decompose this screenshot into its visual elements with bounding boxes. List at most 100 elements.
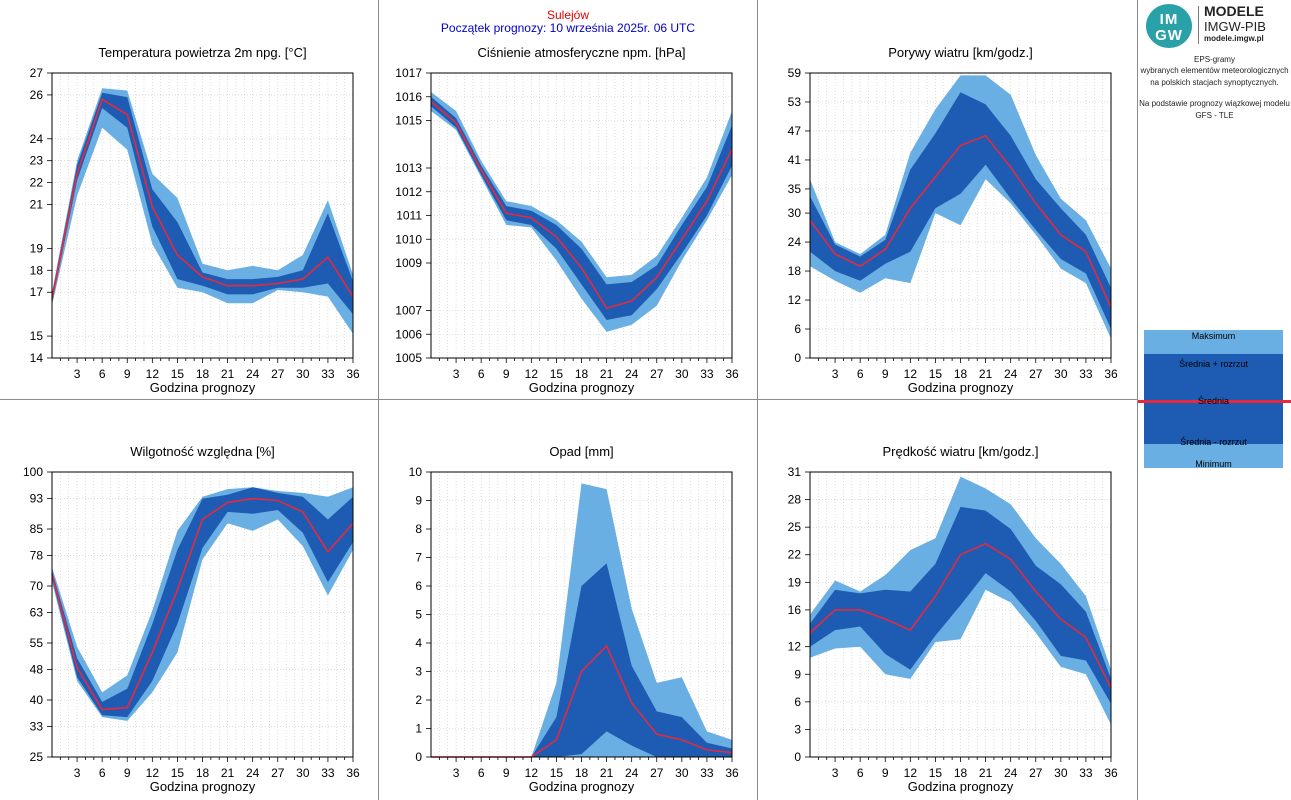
station-name: Sulejów: [546, 8, 590, 22]
y-tick-label: 9: [415, 494, 422, 508]
y-tick-label: 24: [30, 132, 44, 146]
x-tick-label: 33: [1079, 766, 1093, 780]
y-tick-label: 6: [415, 579, 422, 593]
y-tick-label: 41: [788, 153, 802, 167]
x-axis-title: Godzina prognozy: [150, 380, 256, 395]
y-tick-label: 33: [30, 720, 44, 734]
x-tick-label: 18: [954, 766, 968, 780]
x-axis-title: Godzina prognozy: [908, 779, 1014, 794]
y-tick-label: 1012: [395, 185, 422, 199]
x-tick-label: 30: [1054, 766, 1068, 780]
y-tick-label: 15: [30, 329, 44, 343]
y-tick-label: 1013: [395, 161, 422, 175]
x-tick-label: 30: [1054, 367, 1068, 381]
y-tick-label: 1010: [395, 232, 422, 246]
panel-divider: [0, 399, 1138, 400]
y-tick-label: 93: [30, 492, 44, 506]
y-tick-label: 12: [788, 640, 802, 654]
y-tick-label: 25: [30, 750, 44, 764]
y-tick-label: 19: [30, 241, 44, 255]
x-tick-label: 33: [700, 766, 714, 780]
y-tick-label: 25: [788, 520, 802, 534]
y-tick-label: 40: [30, 693, 44, 707]
panel-divider: [1137, 0, 1138, 800]
x-tick-label: 21: [221, 367, 235, 381]
y-tick-label: 28: [788, 493, 802, 507]
x-tick-label: 36: [1104, 367, 1118, 381]
y-tick-label: 3: [794, 722, 801, 736]
y-tick-label: 17: [30, 285, 44, 299]
x-tick-label: 21: [221, 766, 235, 780]
chart-title: Prędkość wiatru [km/godz.]: [882, 444, 1038, 459]
forecast-start: Początek prognozy: 10 września 2025r. 06…: [440, 21, 696, 35]
legend-min-label: Minimum: [1195, 459, 1232, 469]
x-tick-label: 9: [882, 766, 889, 780]
logo-separator: [1198, 6, 1199, 44]
y-tick-label: 55: [30, 636, 44, 650]
y-tick-label: 6: [794, 322, 801, 336]
y-tick-label: 1005: [395, 351, 422, 365]
series-spread-band: [52, 487, 353, 718]
brand-subtitle: IMGW-PIB: [1204, 19, 1266, 34]
desc-line: Na podstawie prognozy wiązkowej modelu: [1139, 99, 1290, 108]
y-tick-label: 59: [788, 66, 802, 80]
y-tick-label: 19: [788, 575, 802, 589]
x-tick-label: 36: [725, 766, 739, 780]
legend-max-label: Maksimum: [1191, 331, 1236, 341]
y-tick-label: 5: [415, 608, 422, 622]
x-tick-label: 36: [1104, 766, 1118, 780]
x-tick-label: 27: [650, 367, 664, 381]
x-tick-label: 33: [321, 367, 335, 381]
y-tick-label: 24: [788, 235, 802, 249]
x-tick-label: 3: [832, 766, 839, 780]
x-tick-label: 36: [346, 367, 360, 381]
y-tick-label: 31: [788, 465, 802, 479]
series-mean-line: [809, 134, 1112, 308]
series-min-max-band: [52, 88, 353, 334]
y-tick-label: 30: [788, 206, 802, 220]
y-tick-label: 1009: [395, 256, 422, 270]
x-tick-label: 30: [296, 766, 310, 780]
x-tick-label: 3: [74, 367, 81, 381]
series-mean-line: [809, 542, 1112, 689]
y-tick-label: 1011: [396, 209, 422, 223]
y-tick-label: 1006: [395, 327, 422, 341]
y-tick-label: 1007: [395, 304, 422, 318]
y-tick-label: 4: [415, 636, 422, 650]
x-tick-label: 6: [857, 766, 864, 780]
x-tick-label: 15: [171, 766, 185, 780]
legend-mean-line: [1138, 400, 1291, 403]
x-tick-label: 18: [575, 367, 589, 381]
y-tick-label: 21: [30, 198, 44, 212]
chart-title: Wilgotność względna [%]: [130, 444, 275, 459]
series-spread-band: [431, 96, 732, 320]
x-tick-label: 15: [550, 367, 564, 381]
panel-divider: [757, 0, 758, 800]
x-tick-label: 33: [700, 367, 714, 381]
y-tick-label: 0: [794, 351, 801, 365]
x-tick-label: 21: [979, 367, 993, 381]
series-spread-band: [810, 506, 1111, 704]
x-tick-label: 30: [675, 367, 689, 381]
x-tick-label: 18: [196, 367, 210, 381]
y-tick-label: 27: [30, 66, 44, 80]
x-tick-label: 6: [99, 367, 106, 381]
y-tick-label: 53: [788, 95, 802, 109]
y-tick-label: 0: [794, 750, 801, 764]
series-spread-band: [810, 92, 1111, 329]
logo-text-top: IM: [1159, 11, 1179, 28]
brand-url[interactable]: modele.imgw.pl: [1204, 34, 1264, 43]
x-tick-label: 27: [650, 766, 664, 780]
y-tick-label: 8: [415, 522, 422, 536]
y-tick-label: 7: [415, 551, 422, 565]
x-tick-label: 33: [321, 766, 335, 780]
x-tick-label: 24: [246, 766, 260, 780]
x-tick-label: 15: [550, 766, 564, 780]
x-tick-label: 3: [453, 766, 460, 780]
x-tick-label: 9: [124, 367, 131, 381]
x-tick-label: 15: [929, 766, 943, 780]
x-tick-label: 15: [171, 367, 185, 381]
x-tick-label: 21: [600, 367, 614, 381]
x-axis-title: Godzina prognozy: [150, 779, 256, 794]
series-min-max-band: [810, 75, 1111, 339]
